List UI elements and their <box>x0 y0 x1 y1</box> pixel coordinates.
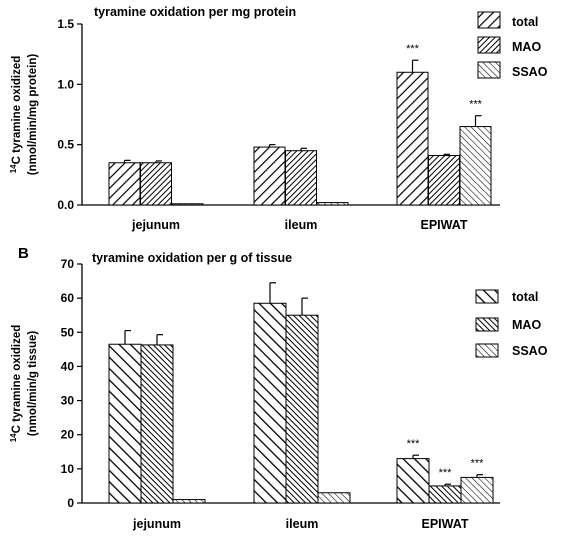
x-category-label: EPIWAT <box>422 517 469 531</box>
y-tick-label: 0 <box>67 496 74 510</box>
bar-ssao-ileum <box>317 492 351 504</box>
y-axis-label-text: C tyramine oxidized <box>11 56 23 165</box>
bar-ssao-epiwat <box>460 476 494 504</box>
bar-ssao-ileum <box>316 202 349 206</box>
bar-mao-ileum <box>285 150 317 206</box>
y-tick-label: 1.5 <box>57 17 74 31</box>
y-tick-label: 70 <box>61 257 75 271</box>
y-tick-label: 50 <box>61 325 75 339</box>
y-axis-unit-label: (nmol/min/g tissue) <box>27 331 39 437</box>
y-tick-label: 60 <box>61 291 75 305</box>
y-tick-label: 40 <box>61 359 75 373</box>
legend-swatch-ssao <box>475 343 499 358</box>
bar-total-ileum <box>253 146 286 206</box>
y-axis-label-text: C tyramine oxidized <box>11 325 23 434</box>
significance-marker: *** <box>407 438 421 450</box>
x-category-label: jejunum <box>131 218 180 232</box>
y-tick-label: 20 <box>61 428 75 442</box>
legend-label-mao: MAO <box>512 40 541 54</box>
legend-swatch-ssao <box>477 61 501 79</box>
bar-total-epiwat <box>396 458 430 504</box>
bar-mao-jejunum <box>140 344 174 504</box>
x-category-label: ileum <box>285 218 318 232</box>
bar-mao-epiwat <box>428 485 462 504</box>
legend-label-ssao: SSAO <box>512 344 548 358</box>
panel-label: B <box>18 245 29 262</box>
y-axis-label-superscript: 14 <box>9 164 18 173</box>
bar-mao-ileum <box>285 314 319 504</box>
legend-label-total: total <box>512 290 538 304</box>
bar-ssao-jejunum <box>171 203 204 206</box>
x-category-label: jejunum <box>132 517 181 531</box>
significance-marker: *** <box>439 467 453 479</box>
y-tick-label: 30 <box>61 394 75 408</box>
bar-mao-jejunum <box>140 162 172 206</box>
legend-swatch-total <box>475 289 499 304</box>
y-tick-label: 0.5 <box>57 138 74 152</box>
y-axis-label: 14C tyramine oxidized <box>9 56 23 174</box>
legend-swatch-mao <box>477 36 501 54</box>
x-category-label: ileum <box>286 517 319 531</box>
legend-swatch-total <box>477 11 501 29</box>
y-axis-label-superscript: 14 <box>9 433 18 442</box>
chart-title: tyramine oxidation per mg protein <box>94 5 296 19</box>
chart-title: tyramine oxidation per g of tissue <box>92 251 292 265</box>
significance-marker: *** <box>406 43 420 55</box>
y-axis-unit-label: (nmol/min/mg protein) <box>27 54 39 176</box>
significance-marker: *** <box>471 458 485 470</box>
bar-mao-epiwat <box>428 155 460 206</box>
y-tick-label: 0.0 <box>57 198 74 212</box>
bar-total-epiwat <box>396 71 429 206</box>
bar-ssao-epiwat <box>459 126 492 206</box>
significance-marker: *** <box>469 99 483 111</box>
legend-label-total: total <box>512 15 538 29</box>
y-axis-label: 14C tyramine oxidized <box>9 325 23 443</box>
x-category-label: EPIWAT <box>421 218 468 232</box>
y-tick-label: 1.0 <box>57 77 74 91</box>
legend-label-mao: MAO <box>512 318 541 332</box>
legend-swatch-mao <box>475 317 499 332</box>
bar-total-ileum <box>253 302 287 504</box>
chart-panel-1: tyramine oxidation per mg protein 14C tyr… <box>9 5 548 232</box>
bar-total-jejunum <box>108 343 142 504</box>
y-tick-label: 10 <box>61 462 75 476</box>
bar-total-jejunum <box>108 162 141 206</box>
legend-label-ssao: SSAO <box>512 65 548 79</box>
bar-ssao-jejunum <box>172 499 206 504</box>
